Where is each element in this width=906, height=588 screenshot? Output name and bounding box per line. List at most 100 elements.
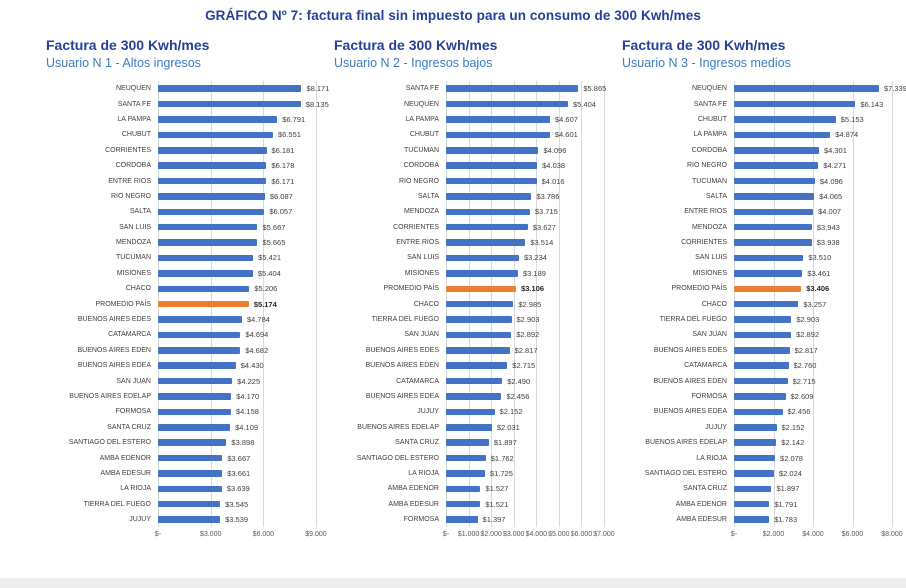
bar-row: RIO NEGRO $4.271	[622, 158, 892, 173]
bar-track: $4.301	[734, 146, 892, 155]
bar-track: $2.817	[734, 346, 892, 355]
bar	[446, 193, 532, 200]
bar-row: ENTRE RIOS $6.171	[46, 173, 316, 188]
bar-row: SAN LUIS $3.234	[334, 250, 604, 265]
bar-track: $5.174	[158, 300, 316, 309]
category-label: SAN JUAN	[116, 377, 151, 385]
category-label: BUENOS AIRES EDELAP	[69, 393, 151, 400]
bar-row: CORDOBA $6.178	[46, 158, 316, 173]
bar-row: CHUBUT $5.153	[622, 112, 892, 127]
bar-row: SALTA $4.065	[622, 189, 892, 204]
highlight-bar	[446, 285, 517, 293]
bar-row: FORMOSA $1.397	[334, 512, 604, 527]
bar-track: $6.171	[158, 177, 316, 186]
bar	[446, 331, 512, 339]
value-label: $2.024	[778, 468, 802, 478]
bar	[734, 193, 815, 200]
category-label: BUENOS AIRES EDEA	[77, 362, 151, 370]
bar-track: $5.153	[734, 115, 892, 124]
category-label: BUENOS AIRES EDELAP	[645, 439, 727, 447]
category-label: NEUQUEN	[691, 85, 727, 93]
category-label: CHUBUT	[409, 131, 439, 139]
category-label: SALTA	[417, 192, 439, 200]
value-label: $4.607	[554, 114, 578, 124]
bar-track: $2.715	[734, 377, 892, 386]
value-label: $1.897	[493, 438, 517, 448]
x-tick-label: $2.000	[762, 531, 785, 539]
bar-track: $4.096	[734, 177, 892, 186]
value-label: $6.178	[271, 161, 295, 171]
bar-track: $2.903	[446, 315, 604, 324]
bar-row: BUENOS AIRES EDEA $4.430	[46, 358, 316, 373]
value-label: $5.421	[258, 253, 282, 263]
bar-row: SANTA CRUZ $1.897	[622, 481, 892, 496]
category-label: SANTIAGO DEL ESTERO	[68, 439, 151, 447]
bar-row: AMBA EDESUR $1.521	[334, 497, 604, 512]
x-tick-label: $5.000	[548, 531, 570, 539]
category-label: BUENOS AIRES EDEN	[653, 377, 727, 385]
value-label: $3.715	[534, 207, 558, 217]
x-axis: $- $2.000 $4.000 $6.000 $8.000	[731, 527, 903, 545]
value-label: $2.456	[787, 407, 811, 417]
bar	[446, 424, 492, 431]
chart-usuario-1: Factura de 300 Kwh/mes Usuario N 1 - Alt…	[46, 37, 329, 545]
bar	[158, 85, 302, 92]
bar	[446, 270, 518, 277]
bar-row: SAN JUAN $2.892	[334, 327, 604, 342]
chart-usuario-3: Factura de 300 Kwh/mes Usuario N 3 - Ing…	[622, 37, 906, 545]
bar-track: $3.514	[446, 238, 604, 247]
bar-track: $6.178	[158, 161, 316, 170]
category-label: AMBA EDENOR	[387, 485, 439, 493]
value-label: $6.143	[860, 99, 884, 109]
page-bottom-strip	[0, 578, 906, 588]
value-label: $5.865	[583, 84, 607, 94]
bar-track: $3.539	[158, 515, 316, 524]
category-label: CHACO	[413, 300, 439, 308]
page-title: GRÁFICO Nº 7: factura final sin impuesto…	[205, 8, 701, 23]
category-label: AMBA EDENOR	[675, 500, 727, 508]
bar	[734, 439, 777, 446]
category-label: MISIONES	[116, 269, 151, 277]
category-label: BUENOS AIRES EDEN	[77, 346, 151, 354]
bar	[734, 424, 777, 431]
bar-track: $2.152	[734, 423, 892, 432]
bar-row: TIERRA DEL FUEGO $3.545	[46, 497, 316, 512]
value-label: $3.661	[227, 468, 251, 478]
bar-track: $5.404	[446, 100, 604, 109]
category-label: SAN JUAN	[692, 331, 727, 339]
category-label: ENTRE RIOS	[396, 239, 439, 247]
value-label: $5.153	[840, 114, 864, 124]
bar-track: $1.791	[734, 500, 892, 509]
bar-row: AMBA EDESUR $1.783	[622, 512, 892, 527]
value-label: $1.762	[490, 453, 514, 463]
bar	[158, 362, 236, 369]
category-label: CORDOBA	[115, 162, 151, 170]
category-label: TUCUMAN	[404, 146, 439, 154]
bar-row: LA RIOJA $2.078	[622, 450, 892, 465]
bar	[734, 223, 812, 231]
bar-row: TUCUMAN $4.096	[334, 143, 604, 158]
bar-track: $6.087	[158, 192, 316, 201]
value-label: $5.174	[253, 299, 277, 309]
bar-row: SANTIAGO DEL ESTERO $2.024	[622, 466, 892, 481]
bar-row: BUENOS AIRES EDELAP $2.031	[334, 420, 604, 435]
bar-row: SAN JUAN $2.892	[622, 327, 892, 342]
bar-track: $4.158	[158, 407, 316, 416]
bar	[734, 239, 812, 246]
bar	[734, 177, 815, 185]
category-label: MISIONES	[404, 269, 439, 277]
category-label: LA RIOJA	[408, 469, 439, 477]
bar-row: ENTRE RIOS $4.007	[622, 204, 892, 219]
value-label: $2.078	[780, 453, 803, 463]
bar-track: $3.510	[734, 253, 892, 262]
gridline	[536, 81, 538, 528]
bar-track: $2.024	[734, 469, 892, 478]
value-label: $1.397	[482, 515, 506, 525]
bar	[446, 177, 537, 185]
value-label: $3.510	[808, 253, 832, 263]
bar	[446, 439, 489, 446]
chart-subtitle: Usuario N 2 - Ingresos bajos	[334, 56, 493, 70]
value-label: $3.545	[225, 499, 249, 509]
category-label: BUENOS AIRES EDEA	[653, 408, 727, 416]
